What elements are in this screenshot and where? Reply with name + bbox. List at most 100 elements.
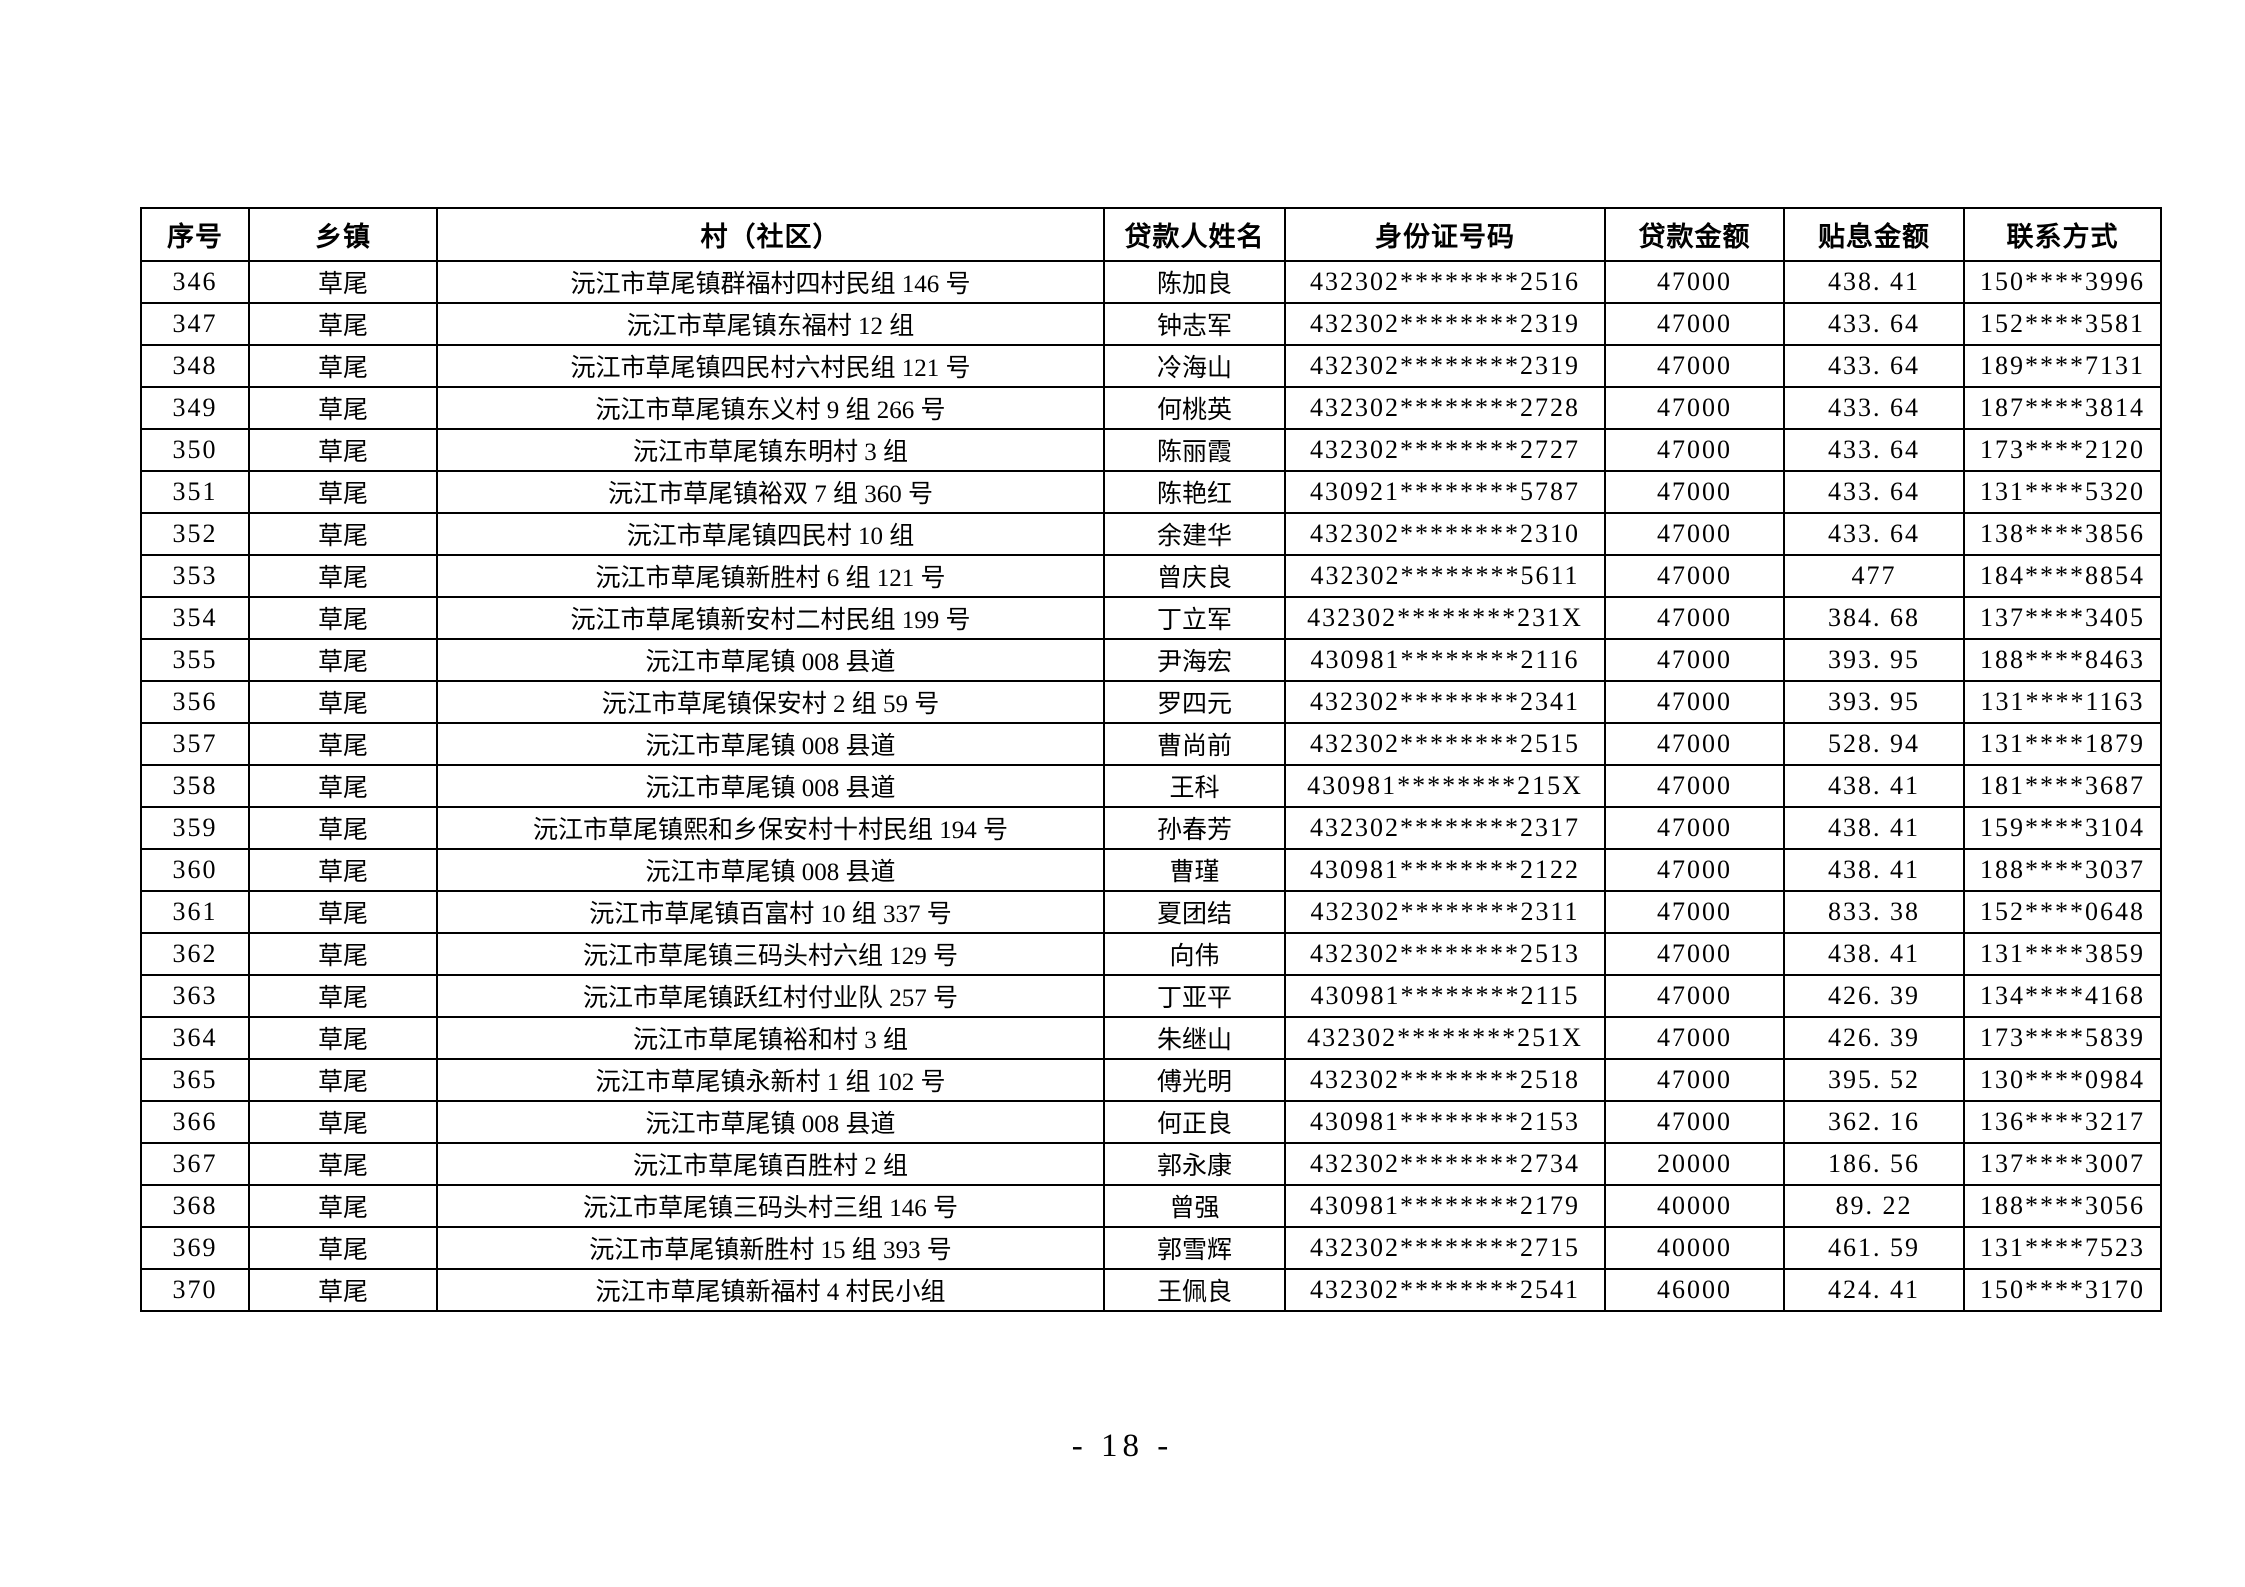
column-header: 贴息金额	[1783, 207, 1965, 262]
cell-loan-amount: 47000	[1604, 260, 1785, 304]
table-row: 349 草尾 沅江市草尾镇东义村 9 组 266 号何桃英 432302*******…	[140, 386, 2162, 430]
cell-id-number: 432302********2515	[1284, 722, 1606, 766]
cell-serial-number: 349	[140, 386, 250, 430]
cell-id-number: 432302********2541	[1284, 1268, 1606, 1312]
cell-borrower-name: 孙春芳	[1103, 806, 1286, 850]
cell-id-number: 432302********2715	[1284, 1226, 1606, 1270]
cell-subsidy-amount: 393. 95	[1783, 638, 1965, 682]
cell-subsidy-amount: 384. 68	[1783, 596, 1965, 640]
cell-borrower-name: 夏团结	[1103, 890, 1286, 934]
cell-contact-phone: 181****3687	[1963, 764, 2162, 808]
cell-village: 沅江市草尾镇四民村六村民组 121 号	[436, 344, 1105, 388]
cell-contact-phone: 173****5839	[1963, 1016, 2162, 1060]
table-body: 346 草尾 沅江市草尾镇群福村四村民组 146 号陈加良 432302*******…	[140, 260, 2162, 1312]
table-row: 348 草尾 沅江市草尾镇四民村六村民组 121 号冷海山 432302*******…	[140, 344, 2162, 388]
cell-serial-number: 363	[140, 974, 250, 1018]
cell-contact-phone: 150****3996	[1963, 260, 2162, 304]
loan-table: 序号 乡镇 村（社区） 贷款人姓名 身份证号码 贷款金额 贴息金额 联系方式 346 草尾 沅江市…	[140, 207, 2162, 1312]
cell-loan-amount: 47000	[1604, 680, 1785, 724]
cell-serial-number: 351	[140, 470, 250, 514]
cell-township: 草尾	[248, 722, 438, 766]
cell-loan-amount: 47000	[1604, 1016, 1785, 1060]
cell-township: 草尾	[248, 344, 438, 388]
column-header: 贷款金额	[1604, 207, 1785, 262]
cell-borrower-name: 陈丽霞	[1103, 428, 1286, 472]
cell-subsidy-amount: 393. 95	[1783, 680, 1965, 724]
cell-serial-number: 365	[140, 1058, 250, 1102]
cell-serial-number: 359	[140, 806, 250, 850]
cell-village: 沅江市草尾镇新胜村 6 组 121 号	[436, 554, 1105, 598]
cell-village: 沅江市草尾镇东明村 3 组	[436, 428, 1105, 472]
cell-contact-phone: 138****3856	[1963, 512, 2162, 556]
cell-borrower-name: 王科	[1103, 764, 1286, 808]
cell-contact-phone: 159****3104	[1963, 806, 2162, 850]
cell-loan-amount: 47000	[1604, 1058, 1785, 1102]
cell-serial-number: 348	[140, 344, 250, 388]
column-header: 贷款人姓名	[1103, 207, 1286, 262]
cell-serial-number: 355	[140, 638, 250, 682]
column-header: 身份证号码	[1284, 207, 1606, 262]
table-row: 363 草尾 沅江市草尾镇跃红村付业队 257 号丁亚平 430981********…	[140, 974, 2162, 1018]
table-row: 357 草尾 沅江市草尾镇 008 县道 曹尚前 432302********2515 4…	[140, 722, 2162, 766]
cell-village: 沅江市草尾镇 008 县道	[436, 764, 1105, 808]
table-row: 370 草尾 沅江市草尾镇新福村 4 村民小组 王佩良 432302********25…	[140, 1268, 2162, 1312]
cell-contact-phone: 173****2120	[1963, 428, 2162, 472]
cell-serial-number: 367	[140, 1142, 250, 1186]
cell-contact-phone: 187****3814	[1963, 386, 2162, 430]
cell-subsidy-amount: 833. 38	[1783, 890, 1965, 934]
cell-id-number: 432302********5611	[1284, 554, 1606, 598]
cell-contact-phone: 131****1163	[1963, 680, 2162, 724]
cell-township: 草尾	[248, 428, 438, 472]
cell-serial-number: 369	[140, 1226, 250, 1270]
cell-serial-number: 357	[140, 722, 250, 766]
cell-village: 沅江市草尾镇 008 县道	[436, 638, 1105, 682]
cell-borrower-name: 罗四元	[1103, 680, 1286, 724]
cell-borrower-name: 曹瑾	[1103, 848, 1286, 892]
cell-loan-amount: 40000	[1604, 1226, 1785, 1270]
cell-serial-number: 347	[140, 302, 250, 346]
cell-subsidy-amount: 461. 59	[1783, 1226, 1965, 1270]
cell-township: 草尾	[248, 596, 438, 640]
cell-village: 沅江市草尾镇东福村 12 组	[436, 302, 1105, 346]
cell-loan-amount: 20000	[1604, 1142, 1785, 1186]
cell-contact-phone: 136****3217	[1963, 1100, 2162, 1144]
cell-serial-number: 368	[140, 1184, 250, 1228]
cell-village: 沅江市草尾镇新福村 4 村民小组	[436, 1268, 1105, 1312]
cell-loan-amount: 47000	[1604, 1100, 1785, 1144]
cell-township: 草尾	[248, 554, 438, 598]
cell-loan-amount: 46000	[1604, 1268, 1785, 1312]
cell-id-number: 432302********2311	[1284, 890, 1606, 934]
cell-borrower-name: 郭永康	[1103, 1142, 1286, 1186]
cell-contact-phone: 134****4168	[1963, 974, 2162, 1018]
cell-subsidy-amount: 424. 41	[1783, 1268, 1965, 1312]
cell-township: 草尾	[248, 512, 438, 556]
table-row: 368 草尾 沅江市草尾镇三码头村三组 146 号曾强 430981********2…	[140, 1184, 2162, 1228]
cell-township: 草尾	[248, 302, 438, 346]
cell-borrower-name: 郭雪辉	[1103, 1226, 1286, 1270]
cell-subsidy-amount: 438. 41	[1783, 260, 1965, 304]
cell-contact-phone: 137****3007	[1963, 1142, 2162, 1186]
cell-borrower-name: 何桃英	[1103, 386, 1286, 430]
cell-loan-amount: 47000	[1604, 722, 1785, 766]
cell-contact-phone: 131****5320	[1963, 470, 2162, 514]
table-row: 346 草尾 沅江市草尾镇群福村四村民组 146 号陈加良 432302*******…	[140, 260, 2162, 304]
cell-id-number: 432302********231X	[1284, 596, 1606, 640]
cell-township: 草尾	[248, 890, 438, 934]
cell-subsidy-amount: 528. 94	[1783, 722, 1965, 766]
cell-borrower-name: 曾庆良	[1103, 554, 1286, 598]
cell-id-number: 432302********2516	[1284, 260, 1606, 304]
cell-township: 草尾	[248, 806, 438, 850]
cell-loan-amount: 47000	[1604, 764, 1785, 808]
cell-contact-phone: 189****7131	[1963, 344, 2162, 388]
cell-township: 草尾	[248, 1016, 438, 1060]
cell-subsidy-amount: 477	[1783, 554, 1965, 598]
cell-serial-number: 353	[140, 554, 250, 598]
cell-id-number: 430981********2116	[1284, 638, 1606, 682]
table-row: 367 草尾 沅江市草尾镇百胜村 2 组郭永康 432302********2734 2…	[140, 1142, 2162, 1186]
cell-contact-phone: 184****8854	[1963, 554, 2162, 598]
cell-contact-phone: 137****3405	[1963, 596, 2162, 640]
cell-id-number: 432302********2317	[1284, 806, 1606, 850]
cell-contact-phone: 150****3170	[1963, 1268, 2162, 1312]
cell-id-number: 432302********2341	[1284, 680, 1606, 724]
